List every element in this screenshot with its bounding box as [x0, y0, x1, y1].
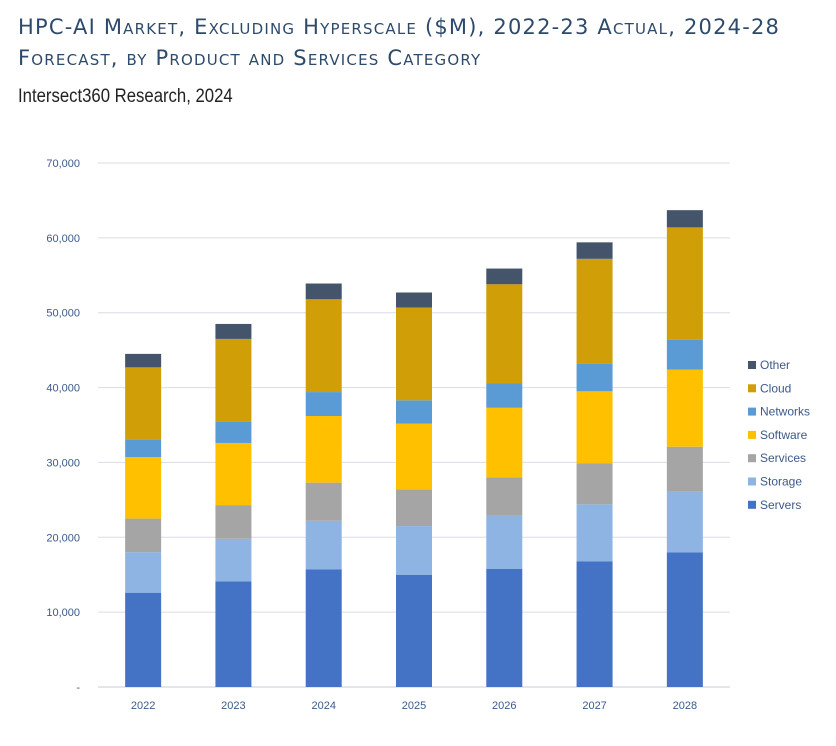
y-tick-label: -: [76, 682, 80, 694]
bar-services-2025: [396, 489, 432, 527]
x-axis: 2022 2023 2024 2025 2026 2027 2028: [131, 700, 697, 712]
x-tick-label: 2027: [582, 700, 606, 712]
bar-other-2025: [396, 292, 432, 308]
y-tick-label: 30,000: [46, 457, 80, 469]
bar-software-2022: [125, 457, 162, 519]
bar-services-2022: [125, 518, 162, 553]
bar-software-2025: [396, 423, 432, 490]
bar-cloud-2022: [125, 367, 162, 440]
bar-software-2028: [666, 369, 703, 447]
x-tick-label: 2022: [131, 700, 155, 712]
bar-networks-2028: [666, 339, 703, 370]
x-tick-label: 2026: [492, 700, 516, 712]
x-tick-label: 2028: [673, 700, 697, 712]
legend-swatch-cloud: [748, 384, 756, 393]
legend: Other Cloud Networks Software Services Storag…: [748, 358, 810, 512]
bar-storage-2027: [576, 504, 613, 562]
y-axis: - 10,000 20,000 30,000 40,000 50,000 60,000 70,…: [46, 158, 80, 694]
bar-software-2024: [305, 416, 342, 483]
bar-services-2023: [215, 505, 252, 539]
bar-servers-2027: [576, 561, 613, 687]
bar-servers-2028: [666, 552, 703, 687]
bar-services-2024: [305, 482, 342, 521]
legend-swatch-storage: [748, 477, 756, 486]
bar-cloud-2024: [305, 299, 342, 393]
bar-other-2024: [305, 283, 342, 300]
bar-other-2023: [215, 323, 252, 339]
bar-servers-2024: [305, 569, 342, 687]
bar-other-2028: [666, 210, 703, 228]
bar-servers-2025: [396, 574, 432, 687]
bar-storage-2025: [396, 526, 432, 575]
y-tick-label: 60,000: [46, 233, 80, 245]
bar-services-2026: [486, 477, 523, 516]
legend-swatch-other: [748, 361, 756, 369]
legend-swatch-servers: [748, 500, 756, 509]
bar-storage-2026: [486, 515, 523, 569]
bar-networks-2024: [305, 392, 342, 417]
bar-networks-2022: [125, 439, 162, 458]
legend-swatch-software: [748, 430, 756, 439]
chart-subtitle: Intersect360 Research, 2024: [18, 86, 233, 107]
bar-storage-2024: [305, 520, 342, 570]
x-tick-label: 2025: [402, 700, 426, 712]
bar-cloud-2023: [215, 338, 252, 422]
bar-servers-2026: [486, 568, 523, 687]
bars: [125, 210, 703, 687]
y-tick-label: 40,000: [46, 383, 80, 395]
y-tick-label: 70,000: [46, 158, 80, 170]
bar-services-2027: [576, 463, 613, 505]
bar-storage-2023: [215, 538, 252, 582]
legend-label-other: Other: [760, 358, 790, 372]
bar-cloud-2025: [396, 307, 432, 401]
legend-label-cloud: Cloud: [760, 381, 791, 395]
x-tick-label: 2023: [221, 700, 245, 712]
bar-networks-2023: [215, 421, 252, 443]
bar-other-2026: [486, 268, 523, 285]
legend-label-software: Software: [760, 428, 808, 442]
x-tick-label: 2024: [311, 700, 335, 712]
legend-label-services: Services: [760, 451, 806, 465]
chart-title: HPC-AI Market, Excluding Hyperscale ($M)…: [18, 15, 781, 70]
bar-networks-2026: [486, 383, 523, 408]
bar-other-2027: [576, 242, 613, 259]
bar-software-2027: [576, 391, 613, 464]
legend-label-storage: Storage: [760, 475, 802, 489]
bar-storage-2022: [125, 552, 162, 593]
bar-storage-2028: [666, 491, 703, 553]
bar-cloud-2027: [576, 258, 613, 364]
bar-services-2028: [666, 446, 703, 492]
legend-swatch-services: [748, 454, 756, 463]
bar-other-2022: [125, 353, 162, 368]
legend-swatch-networks: [748, 407, 756, 416]
bar-networks-2025: [396, 400, 432, 424]
bar-servers-2022: [125, 592, 162, 687]
bar-software-2026: [486, 407, 523, 478]
y-tick-label: 50,000: [46, 308, 80, 320]
bar-cloud-2028: [666, 227, 703, 340]
bar-cloud-2026: [486, 284, 523, 384]
bar-networks-2027: [576, 363, 613, 392]
bar-servers-2023: [215, 581, 252, 687]
legend-label-servers: Servers: [760, 498, 801, 512]
legend-label-networks: Networks: [760, 405, 810, 419]
y-tick-label: 20,000: [46, 532, 80, 544]
y-tick-label: 10,000: [46, 607, 80, 619]
bar-software-2023: [215, 442, 252, 506]
